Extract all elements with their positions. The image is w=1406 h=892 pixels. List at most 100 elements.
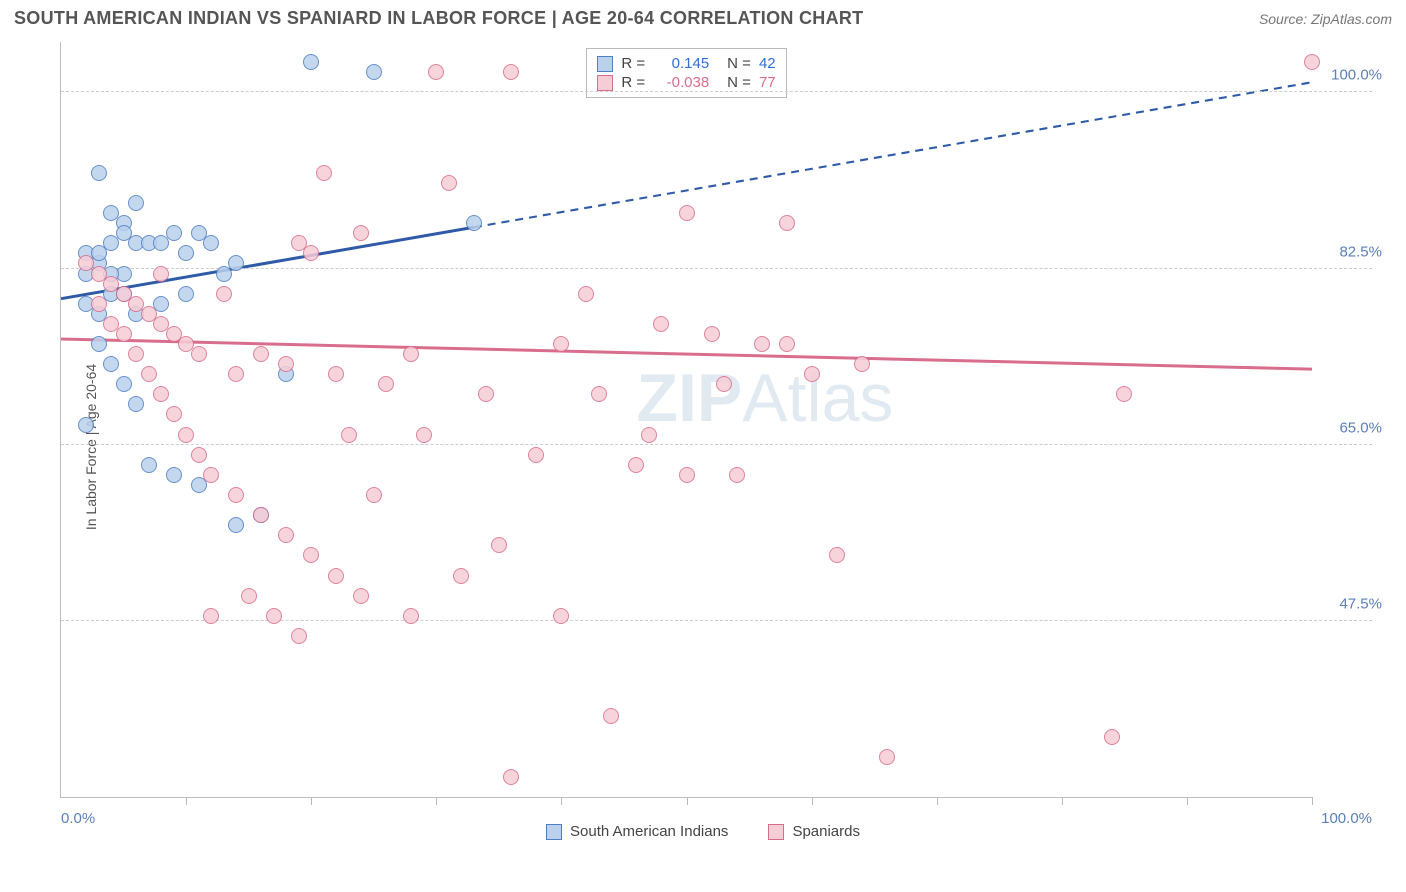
data-point — [216, 266, 232, 282]
x-tick — [687, 797, 688, 805]
data-point — [216, 286, 232, 302]
data-point — [366, 64, 382, 80]
data-point — [128, 396, 144, 412]
y-tick-label: 100.0% — [1331, 67, 1382, 84]
gridline — [61, 268, 1372, 269]
chart-container: In Labor Force | Age 20-64 ZIPAtlas R =0… — [14, 42, 1392, 852]
series-swatch — [597, 56, 613, 72]
data-point — [403, 346, 419, 362]
data-point — [228, 517, 244, 533]
data-point — [328, 366, 344, 382]
data-point — [428, 64, 444, 80]
stats-row: R =-0.038N =77 — [597, 74, 775, 91]
data-point — [253, 507, 269, 523]
legend-item: Spaniards — [768, 823, 860, 840]
data-point — [754, 336, 770, 352]
data-point — [303, 54, 319, 70]
stat-n-value: 42 — [759, 55, 776, 72]
data-point — [679, 467, 695, 483]
data-point — [403, 608, 419, 624]
data-point — [78, 417, 94, 433]
data-point — [228, 487, 244, 503]
data-point — [278, 356, 294, 372]
data-point — [366, 487, 382, 503]
data-point — [166, 406, 182, 422]
data-point — [266, 608, 282, 624]
data-point — [553, 608, 569, 624]
data-point — [854, 356, 870, 372]
x-tick — [1312, 797, 1313, 805]
data-point — [441, 175, 457, 191]
data-point — [729, 467, 745, 483]
data-point — [491, 537, 507, 553]
data-point — [829, 547, 845, 563]
data-point — [141, 366, 157, 382]
data-point — [178, 286, 194, 302]
trend-line-solid — [61, 339, 1312, 369]
stat-r-value: -0.038 — [653, 74, 709, 91]
legend: South American Indians Spaniards — [14, 823, 1392, 840]
x-tick — [311, 797, 312, 805]
data-point — [704, 326, 720, 342]
watermark: ZIPAtlas — [636, 359, 893, 437]
data-point — [503, 769, 519, 785]
data-point — [1116, 386, 1132, 402]
data-point — [353, 225, 369, 241]
data-point — [679, 205, 695, 221]
data-point — [166, 225, 182, 241]
data-point — [528, 447, 544, 463]
data-point — [328, 568, 344, 584]
stat-r-label: R = — [621, 74, 645, 91]
data-point — [291, 235, 307, 251]
series-swatch — [597, 75, 613, 91]
data-point — [91, 165, 107, 181]
data-point — [241, 588, 257, 604]
legend-item: South American Indians — [546, 823, 728, 840]
data-point — [128, 195, 144, 211]
gridline — [61, 91, 1372, 92]
data-point — [203, 467, 219, 483]
data-point — [103, 356, 119, 372]
stat-r-value: 0.145 — [653, 55, 709, 72]
data-point — [628, 457, 644, 473]
data-point — [378, 376, 394, 392]
stat-n-label: N = — [727, 74, 751, 91]
trend-line-dashed — [474, 82, 1312, 227]
x-tick — [937, 797, 938, 805]
data-point — [653, 316, 669, 332]
y-tick-label: 82.5% — [1339, 243, 1382, 260]
data-point — [291, 628, 307, 644]
stat-r-label: R = — [621, 55, 645, 72]
gridline — [61, 444, 1372, 445]
legend-swatch — [546, 824, 562, 840]
data-point — [153, 386, 169, 402]
data-point — [316, 165, 332, 181]
data-point — [116, 376, 132, 392]
chart-title: SOUTH AMERICAN INDIAN VS SPANIARD IN LAB… — [14, 8, 863, 29]
data-point — [603, 708, 619, 724]
stats-row: R =0.145N =42 — [597, 55, 775, 72]
legend-swatch — [768, 824, 784, 840]
y-tick-label: 65.0% — [1339, 419, 1382, 436]
data-point — [191, 447, 207, 463]
data-point — [303, 245, 319, 261]
data-point — [278, 527, 294, 543]
trend-lines-layer — [61, 42, 1312, 797]
y-tick-label: 47.5% — [1339, 595, 1382, 612]
x-tick — [436, 797, 437, 805]
x-tick — [1062, 797, 1063, 805]
data-point — [416, 427, 432, 443]
data-point — [303, 547, 319, 563]
data-point — [453, 568, 469, 584]
source-attribution: Source: ZipAtlas.com — [1259, 11, 1392, 27]
x-tick — [812, 797, 813, 805]
data-point — [353, 588, 369, 604]
data-point — [553, 336, 569, 352]
data-point — [178, 427, 194, 443]
data-point — [716, 376, 732, 392]
data-point — [804, 366, 820, 382]
data-point — [128, 346, 144, 362]
data-point — [478, 386, 494, 402]
legend-label: Spaniards — [792, 823, 860, 840]
data-point — [166, 467, 182, 483]
